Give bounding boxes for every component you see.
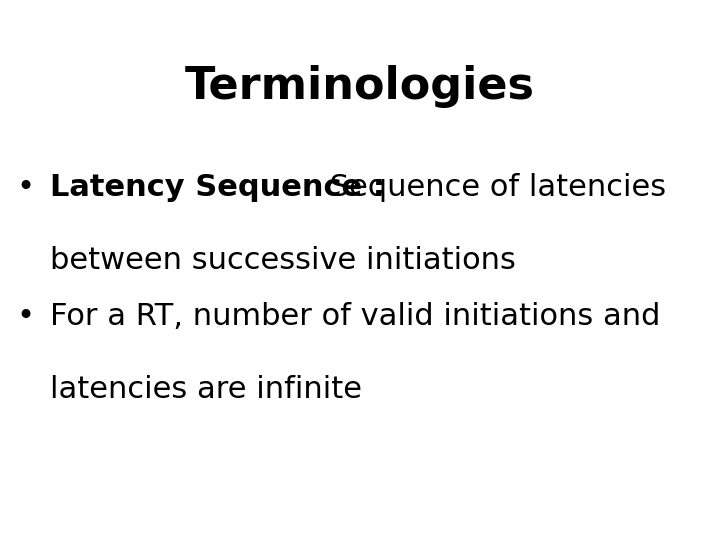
Text: Sequence of latencies: Sequence of latencies xyxy=(320,173,667,202)
Text: •: • xyxy=(16,302,35,332)
Text: •: • xyxy=(16,173,35,202)
Text: Latency Sequence :: Latency Sequence : xyxy=(50,173,385,202)
Text: For a RT, number of valid initiations and: For a RT, number of valid initiations an… xyxy=(50,302,661,332)
Text: Terminologies: Terminologies xyxy=(185,65,535,108)
Text: latencies are infinite: latencies are infinite xyxy=(50,375,362,404)
Text: between successive initiations: between successive initiations xyxy=(50,246,516,275)
